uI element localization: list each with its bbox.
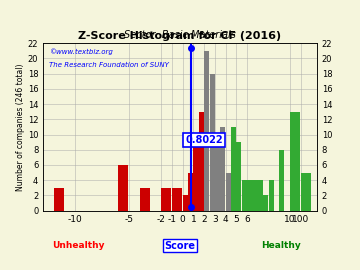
Text: Healthy: Healthy (261, 241, 301, 250)
Bar (140, 188, 150, 211)
Text: Sector: Basic Materials: Sector: Basic Materials (124, 30, 236, 40)
Bar (54, 188, 64, 211)
Bar (263, 195, 268, 211)
Bar (183, 195, 188, 211)
Bar (231, 127, 236, 211)
Bar (193, 142, 198, 211)
Bar (215, 142, 220, 211)
Bar (226, 173, 231, 211)
Bar (188, 173, 193, 211)
Bar (210, 74, 215, 211)
Bar (220, 127, 225, 211)
Bar (118, 165, 129, 211)
Title: Z-Score Histogram for CF (2016): Z-Score Histogram for CF (2016) (78, 31, 282, 41)
Bar (247, 180, 252, 211)
Text: 0.8022: 0.8022 (185, 135, 223, 145)
Bar (279, 150, 284, 211)
Text: Score: Score (165, 241, 195, 251)
Text: Unhealthy: Unhealthy (53, 241, 105, 250)
Bar (258, 180, 263, 211)
Bar (252, 180, 257, 211)
Bar (242, 180, 247, 211)
Bar (204, 51, 209, 211)
Bar (199, 112, 204, 211)
Bar (290, 112, 300, 211)
Bar (269, 180, 274, 211)
Text: ©www.textbiz.org: ©www.textbiz.org (49, 48, 113, 55)
Text: The Research Foundation of SUNY: The Research Foundation of SUNY (49, 62, 168, 68)
Bar (301, 173, 311, 211)
Bar (161, 188, 171, 211)
Y-axis label: Number of companies (246 total): Number of companies (246 total) (16, 63, 25, 191)
Bar (236, 142, 242, 211)
Bar (172, 188, 182, 211)
